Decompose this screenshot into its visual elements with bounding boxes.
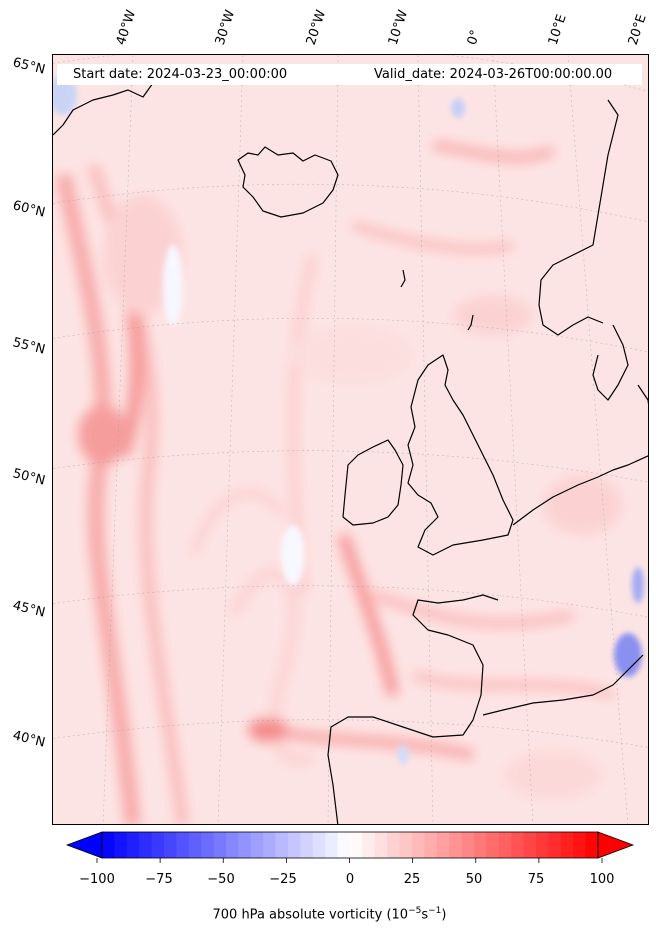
colorbar-cell	[275, 832, 289, 858]
colorbar-tick-label: 0	[345, 872, 355, 887]
lat-label-60n: 60°N	[11, 198, 47, 221]
vorticity-field	[53, 55, 648, 824]
colorbar-tick-label: −50	[207, 872, 235, 887]
colorbar-cell	[300, 832, 314, 858]
norway-coast	[538, 99, 619, 336]
colorbar-cell	[238, 832, 252, 858]
lat-label-40n: 40°N	[11, 728, 47, 751]
vorticity-map	[52, 54, 649, 825]
colorbar-label: 700 hPa absolute vorticity (10−5s−1)	[212, 906, 447, 923]
colorbar-cell	[263, 832, 277, 858]
colorbar-tick-label: −75	[145, 872, 173, 887]
colorbar-cell	[288, 832, 301, 858]
great-britain-coast	[407, 354, 514, 556]
colorbar-cell	[362, 832, 376, 858]
colorbar-cell	[250, 832, 264, 858]
lon-label-30w: 30°W	[212, 8, 239, 47]
continent-coast	[327, 455, 648, 824]
lat-label-65n: 65°N	[11, 55, 47, 78]
colorbar-cell	[151, 832, 165, 858]
colorbar-cell	[325, 832, 339, 858]
lon-label-40w: 40°W	[113, 8, 140, 47]
lat-label-55n: 55°N	[11, 335, 47, 358]
colorbar-min-extend	[65, 831, 103, 859]
colorbar-cell	[201, 832, 215, 858]
colorbar-cell	[387, 832, 401, 858]
vorticity-colorbar	[65, 831, 635, 863]
map-canvas	[53, 55, 648, 824]
ireland-coast	[342, 439, 404, 526]
lon-label-10e: 10°E	[545, 12, 570, 48]
colorbar-cell	[585, 832, 599, 858]
colorbar-cell	[213, 832, 227, 858]
header-background	[57, 64, 642, 85]
colorbar-cell	[511, 832, 525, 858]
start-date-label: Start date: 2024-03-23_00:00:00	[73, 67, 288, 82]
colorbar-cell	[188, 832, 202, 858]
colorbar-cell	[139, 832, 153, 858]
colorbar-cell	[176, 832, 190, 858]
denmark-sweden-coast	[592, 324, 648, 405]
colorbar-tick-label: 25	[403, 872, 421, 887]
colorbar-cell	[226, 832, 239, 858]
colorbar-cell	[337, 832, 351, 858]
lon-label-20e: 20°E	[625, 12, 650, 48]
colorbar-cell	[461, 832, 475, 858]
colorbar-cell	[114, 832, 128, 858]
colorbar-cell	[374, 832, 388, 858]
colorbar-cell	[536, 832, 549, 858]
colorbar-cell	[560, 832, 574, 858]
colorbar-cell	[498, 832, 512, 858]
lat-label-50n: 50°N	[11, 466, 47, 489]
faroe	[400, 269, 406, 288]
colorbar-tick-label: 100	[589, 872, 615, 887]
colorbar-cell	[102, 832, 115, 858]
colorbar-cell	[523, 832, 537, 858]
shetland	[467, 314, 474, 331]
colorbar-outline	[101, 831, 599, 859]
colorbar-cell	[548, 832, 562, 858]
colorbar-cell	[126, 832, 140, 858]
lat-label-45n: 45°N	[11, 598, 47, 621]
colorbar-cell	[486, 832, 500, 858]
colorbar-tick-label: 75	[527, 872, 545, 887]
colorbar-tick-label: −25	[269, 872, 297, 887]
colorbar-cell	[350, 832, 363, 858]
colorbar-cell	[474, 832, 487, 858]
colorbar-cell	[412, 832, 425, 858]
colorbar-cell	[424, 832, 438, 858]
colorbar-cell	[436, 832, 450, 858]
iceland-coast	[237, 146, 339, 218]
valid-date-label: Valid_date: 2024-03-26T00:00:00.00	[374, 67, 613, 82]
colorbar-cells	[102, 832, 599, 858]
colorbar-cell	[399, 832, 413, 858]
colorbar-cell	[164, 832, 177, 858]
colorbar-tick-marks	[96, 858, 603, 863]
colorbar-tick-label: 50	[465, 872, 483, 887]
lon-label-0: 0°	[464, 28, 484, 47]
colorbar-tick-label: −100	[79, 872, 115, 887]
lon-label-20w: 20°W	[303, 8, 330, 47]
colorbar-cell	[573, 832, 587, 858]
iberia-east-coast	[482, 654, 644, 716]
colorbar-cell	[312, 832, 326, 858]
colorbar-max-extend	[597, 831, 635, 859]
colorbar-cell	[449, 832, 463, 858]
lon-label-10w: 10°W	[385, 8, 412, 47]
